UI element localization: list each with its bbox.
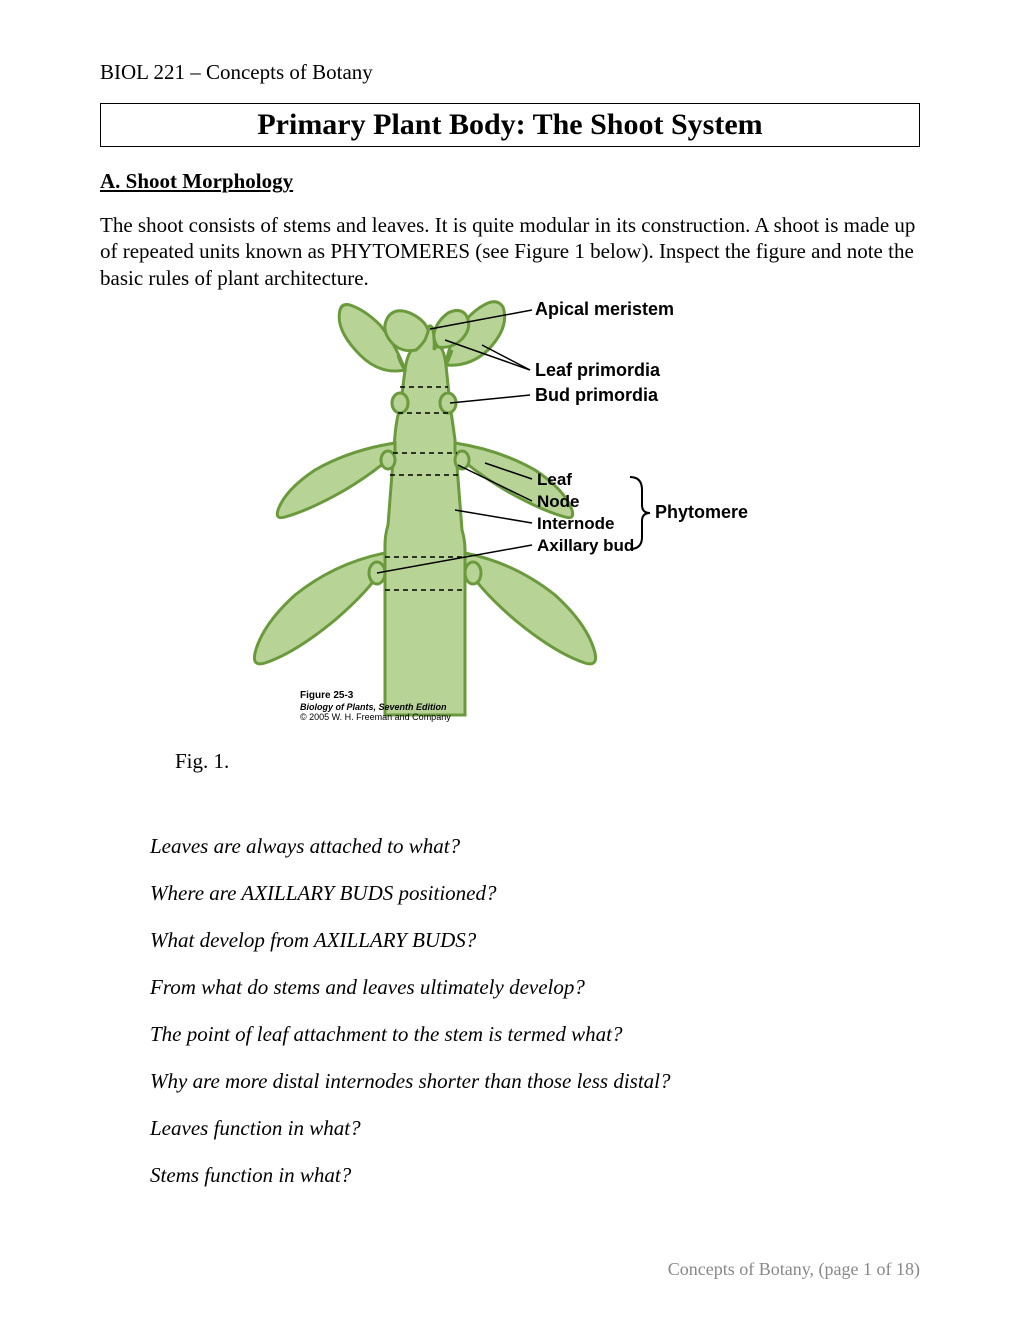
label-apical-meristem: Apical meristem bbox=[535, 299, 674, 320]
section-heading-a: A. Shoot Morphology bbox=[100, 169, 920, 194]
label-axillary-bud: Axillary bud bbox=[537, 536, 634, 556]
question-5: The point of leaf attachment to the stem… bbox=[150, 1022, 920, 1047]
questions-list: Leaves are always attached to what? Wher… bbox=[150, 834, 920, 1188]
credit-line-1: Figure 25-3 bbox=[300, 690, 353, 701]
intro-paragraph: The shoot consists of stems and leaves. … bbox=[100, 212, 920, 291]
page-title: Primary Plant Body: The Shoot System bbox=[101, 108, 919, 142]
question-6: Why are more distal internodes shorter t… bbox=[150, 1069, 920, 1094]
label-leaf: Leaf bbox=[537, 470, 572, 490]
course-header: BIOL 221 – Concepts of Botany bbox=[100, 60, 920, 85]
figure-caption: Fig. 1. bbox=[175, 749, 920, 774]
credit-line-3: © 2005 W. H. Freeman and Company bbox=[300, 712, 451, 722]
question-4: From what do stems and leaves ultimately… bbox=[150, 975, 920, 1000]
title-box: Primary Plant Body: The Shoot System bbox=[100, 103, 920, 147]
label-phytomere: Phytomere bbox=[655, 502, 748, 523]
shoot-diagram: Apical meristem Leaf primordia Bud primo… bbox=[230, 295, 790, 745]
question-2: Where are AXILLARY BUDS positioned? bbox=[150, 881, 920, 906]
label-bud-primordia: Bud primordia bbox=[535, 385, 658, 406]
credit-line-2: Biology of Plants, Seventh Edition bbox=[300, 702, 447, 712]
question-8: Stems function in what? bbox=[150, 1163, 920, 1188]
question-1: Leaves are always attached to what? bbox=[150, 834, 920, 859]
label-node: Node bbox=[537, 492, 580, 512]
question-7: Leaves function in what? bbox=[150, 1116, 920, 1141]
label-leaf-primordia: Leaf primordia bbox=[535, 360, 660, 381]
page-footer: Concepts of Botany, (page 1 of 18) bbox=[668, 1259, 920, 1280]
label-internode: Internode bbox=[537, 514, 614, 534]
question-3: What develop from AXILLARY BUDS? bbox=[150, 928, 920, 953]
